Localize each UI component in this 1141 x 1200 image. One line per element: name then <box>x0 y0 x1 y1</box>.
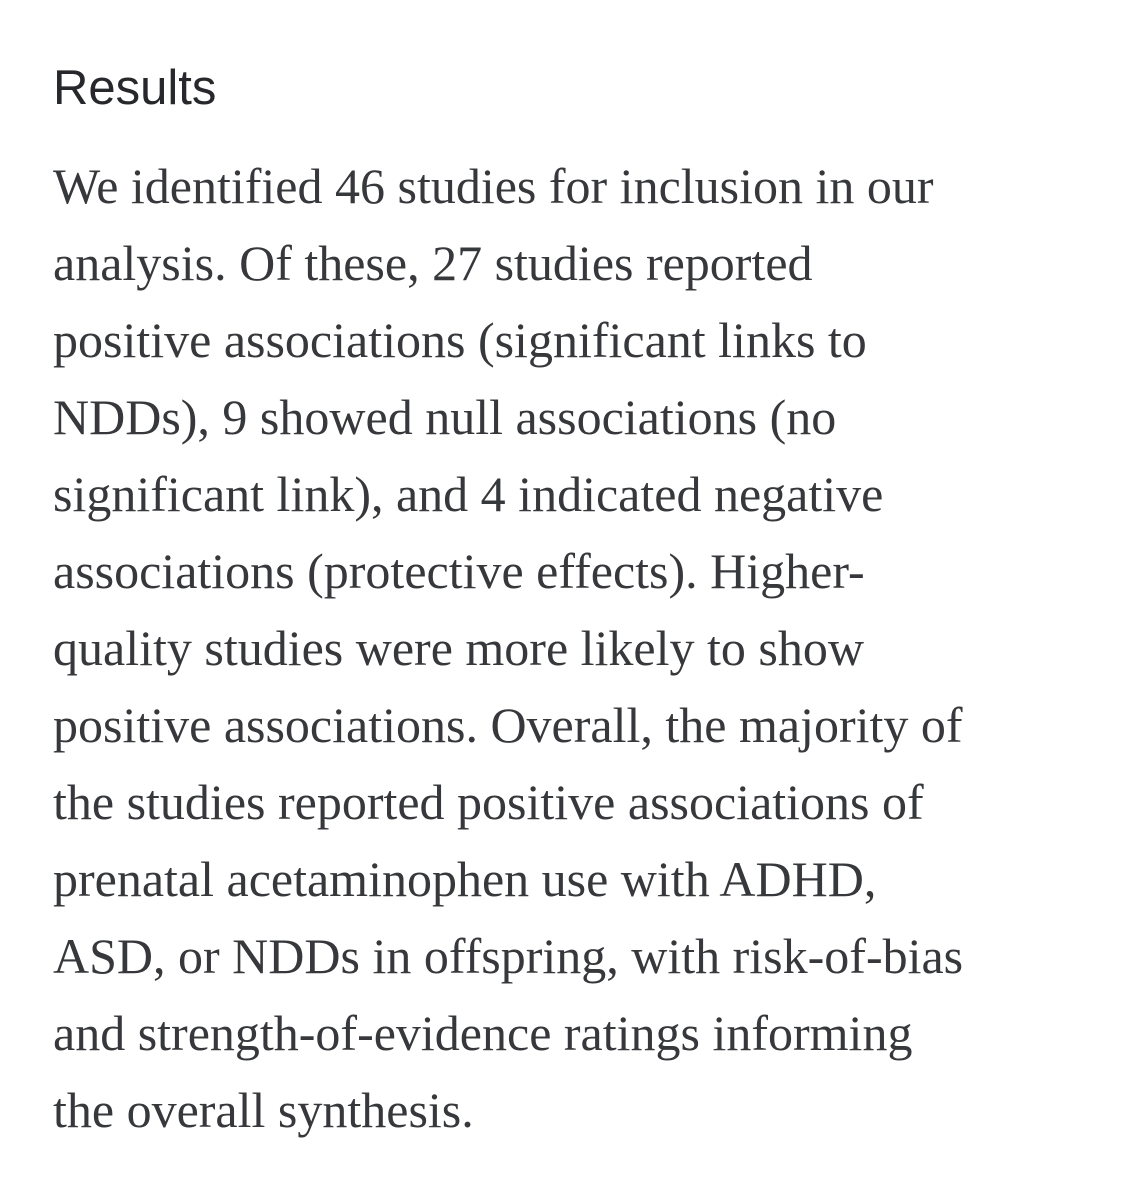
paragraph-line: prenatal acetaminophen use with ADHD, <box>53 851 877 907</box>
paragraph-line: the overall synthesis. <box>53 1082 474 1138</box>
paragraph-line: associations (protective effects). Highe… <box>53 543 865 599</box>
paragraph-line: the studies reported positive associatio… <box>53 774 924 830</box>
paragraph-line: positive associations (significant links… <box>53 312 867 368</box>
paragraph-line: NDDs), 9 showed null associations (no <box>53 389 837 445</box>
paragraph-line: significant link), and 4 indicated negat… <box>53 466 884 522</box>
paragraph-line: quality studies were more likely to show <box>53 620 864 676</box>
paragraph-line: ASD, or NDDs in offspring, with risk-of-… <box>53 928 964 984</box>
paragraph-line: analysis. Of these, 27 studies reported <box>53 235 813 291</box>
paragraph-line: positive associations. Overall, the majo… <box>53 697 963 753</box>
results-paragraph: We identified 46 studies for inclusion i… <box>53 148 963 1149</box>
section-heading: Results <box>53 61 217 115</box>
paragraph-line: We identified 46 studies for inclusion i… <box>53 158 934 214</box>
paragraph-line: and strength-of-evidence ratings informi… <box>53 1005 913 1061</box>
